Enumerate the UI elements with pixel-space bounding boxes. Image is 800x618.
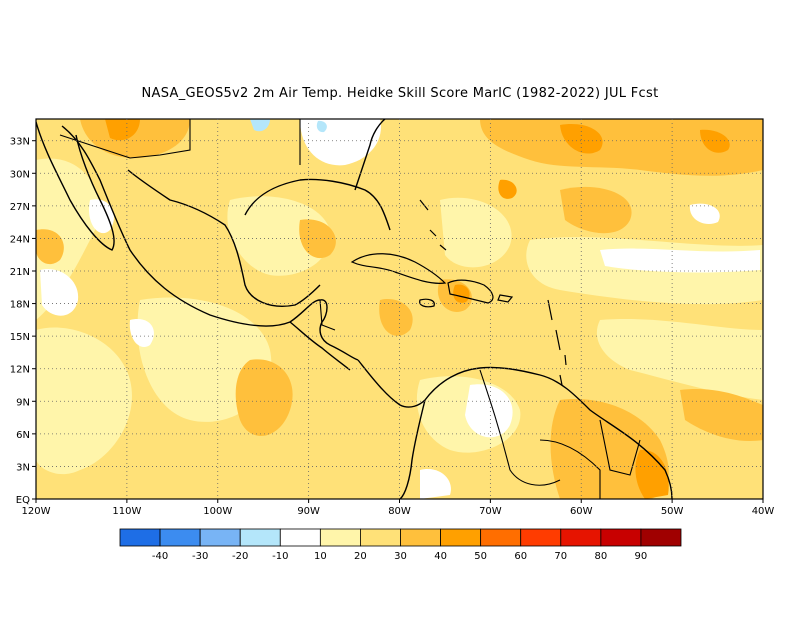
lon-tick-label: 40W <box>752 506 775 517</box>
lat-tick-label: 9N <box>16 397 30 408</box>
lat-tick-label: 18N <box>10 300 30 311</box>
colorbar-swatch <box>560 528 602 547</box>
colorbar-swatch <box>520 528 562 547</box>
lat-tick-label: 27N <box>10 202 30 213</box>
lon-tick-label: 100W <box>203 506 232 517</box>
colorbar-swatch <box>319 528 361 547</box>
colorbar-label: 40 <box>434 551 447 562</box>
colorbar-swatch <box>400 528 441 547</box>
colorbar-label: 70 <box>554 551 567 562</box>
lat-tick-label: 3N <box>16 462 30 473</box>
colorbar-swatch <box>640 528 682 547</box>
colorbar-label: 90 <box>635 551 648 562</box>
colorbar-swatch <box>279 528 321 547</box>
lat-tick-label: 24N <box>10 234 30 245</box>
colorbar-label: 50 <box>474 551 487 562</box>
colorbar-label: -40 <box>152 551 168 562</box>
field-deep-orange-regions <box>105 119 730 499</box>
lat-tick-label: 33N <box>10 137 30 148</box>
colorbar-label: 20 <box>354 551 367 562</box>
colorbar-swatch <box>159 528 201 547</box>
lat-tick-label: 30N <box>10 169 30 180</box>
lat-tick-label: 21N <box>10 267 30 278</box>
graticule <box>36 119 763 499</box>
lat-tick-label: 12N <box>10 365 30 376</box>
colorbar-label: -30 <box>192 551 208 562</box>
lon-tick-label: 60W <box>570 506 593 517</box>
lon-tick-label: 110W <box>112 506 141 517</box>
coastlines <box>36 119 673 499</box>
colorbar-label: 80 <box>594 551 607 562</box>
islands <box>350 199 567 386</box>
colorbar-swatch <box>600 528 642 547</box>
colorbar-label: -10 <box>272 551 288 562</box>
colorbar-label: -20 <box>232 551 248 562</box>
colorbar-label: 10 <box>314 551 327 562</box>
colorbar-label: 60 <box>514 551 527 562</box>
lat-tick-label: 15N <box>10 332 30 343</box>
colorbar-swatch <box>480 528 522 547</box>
lon-tick-label: 90W <box>297 506 320 517</box>
lon-tick-label: 80W <box>388 506 411 517</box>
lat-tick-label: EQ <box>16 495 30 506</box>
colorbar: -40 -30 -20 -10 10 20 30 40 50 60 70 80 90 <box>119 528 682 562</box>
lat-tick-label: 6N <box>16 430 30 441</box>
colorbar-swatch <box>119 528 161 547</box>
colorbar-swatch <box>239 528 281 547</box>
colorbar-swatch <box>199 528 241 547</box>
lon-tick-label: 70W <box>479 506 502 517</box>
country-borders <box>59 119 641 499</box>
colorbar-swatch <box>440 528 482 547</box>
map-title: NASA_GEOS5v2 2m Air Temp. Heidke Skill S… <box>141 86 659 101</box>
colorbar-swatch <box>360 528 401 547</box>
lon-tick-label: 50W <box>661 506 684 517</box>
field-negative-regions <box>250 119 327 133</box>
lon-tick-label: 120W <box>22 506 51 517</box>
colorbar-label: 30 <box>394 551 407 562</box>
